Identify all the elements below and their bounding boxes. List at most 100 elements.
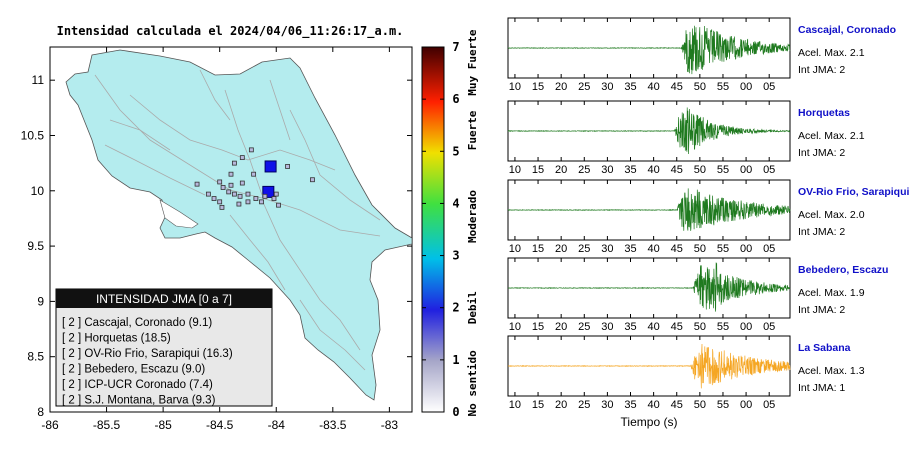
legend-item: [ 2 ] Bebedero, Escazu (9.0) xyxy=(62,364,205,376)
seismo-tick-label: 05 xyxy=(763,243,775,255)
seismo-tick-label: 10 xyxy=(509,321,521,333)
map-y-tick-label: 10.5 xyxy=(21,128,45,142)
seismo-tick-label: 50 xyxy=(694,81,706,93)
seismo-tick-label: 35 xyxy=(624,81,636,93)
seismo-tick-label: 20 xyxy=(555,81,567,93)
seismo-tick-label: 15 xyxy=(532,81,544,93)
seismo-tick-label: 55 xyxy=(717,81,729,93)
max-acceleration: Acel. Max. 2.1 xyxy=(798,47,865,59)
map-x-tick-label: -85 xyxy=(154,418,172,432)
seismo-tick-label: 30 xyxy=(601,81,613,93)
seismo-tick-label: 05 xyxy=(763,321,775,333)
colorbar-tick-label: 3 xyxy=(452,249,459,263)
seismo-tick-label: 50 xyxy=(694,164,706,176)
seismo-tick-label: 00 xyxy=(740,243,752,255)
seismogram-panel: 10 15 20 25 30 35 40 45 50 55 00 05 Cascajal, Corona… xyxy=(507,17,896,93)
seismo-tick-label: 10 xyxy=(509,81,521,93)
map-x-tick-label: -86 xyxy=(41,418,59,432)
map-x-tick-label: -85.5 xyxy=(93,418,121,432)
colorbar-tick-label: 5 xyxy=(452,144,459,158)
station-marker xyxy=(237,193,243,199)
seismogram-panel: 10 15 20 25 30 35 40 45 50 55 00 05 Bebedero, Escazu… xyxy=(507,257,888,333)
colorbar-tick-label: 0 xyxy=(452,405,459,419)
colorbar-tick-label: 4 xyxy=(452,196,459,210)
seismo-tick-label: 10 xyxy=(509,164,521,176)
seismo-tick-label: 30 xyxy=(601,399,613,411)
map-y-tick-label: 11 xyxy=(32,73,45,87)
seismo-tick-label: 20 xyxy=(555,321,567,333)
station-marker xyxy=(285,164,290,169)
legend-item: [ 2 ] Cascajal, Coronado (9.1) xyxy=(62,317,212,329)
seismo-tick-label: 35 xyxy=(624,399,636,411)
road-network xyxy=(94,69,381,371)
costa-rica-land xyxy=(65,49,412,401)
station-marker xyxy=(194,181,200,187)
station-marker xyxy=(220,185,226,190)
station-marker xyxy=(228,171,234,177)
station-marker xyxy=(245,191,251,197)
seismo-tick-label: 20 xyxy=(555,164,567,176)
seismo-tick-label: 40 xyxy=(647,81,659,93)
colorbar-tick-label: 1 xyxy=(452,353,459,367)
seismo-tick-label: 25 xyxy=(578,399,590,411)
seismo-tick-label: 50 xyxy=(694,321,706,333)
seismo-tick-label: 55 xyxy=(717,399,729,411)
station-marker xyxy=(259,199,264,205)
seismo-tick-label: 10 xyxy=(509,399,521,411)
max-acceleration: Acel. Max. 1.3 xyxy=(798,365,865,377)
seismo-tick-label: 30 xyxy=(601,164,613,176)
legend-title: INTENSIDAD JMA [0 a 7] xyxy=(96,292,232,306)
station-marker xyxy=(239,155,245,161)
colorbar-class-label: Debil xyxy=(466,291,479,324)
map-x-axis: -86 -85.5 -85 -84.5 -84 -83.5 -83 xyxy=(41,47,398,432)
station-marker xyxy=(271,196,277,201)
seismogram-panels: 10 15 20 25 30 35 40 45 50 55 00 05 Cascajal, Corona… xyxy=(507,17,910,429)
seismo-tick-label: 55 xyxy=(717,321,729,333)
legend-item: [ 2 ] Horquetas (18.5) xyxy=(62,333,171,345)
seismo-tick-label: 45 xyxy=(671,164,683,176)
map-y-tick-label: 8.5 xyxy=(27,350,44,364)
map-x-tick-label: -83.5 xyxy=(319,418,347,432)
seismo-tick-label: 15 xyxy=(532,399,544,411)
seismogram-panel: 10 15 20 25 30 35 40 45 50 55 00 05 Horquetas Acel. M… xyxy=(507,100,865,176)
seismo-tick-label: 40 xyxy=(647,399,659,411)
seismo-tick-label: 40 xyxy=(647,164,659,176)
max-acceleration: Acel. Max. 2.1 xyxy=(798,130,865,142)
legend-item: [ 2 ] OV-Rio Frio, Sarapiqui (16.3) xyxy=(62,348,233,360)
station-marker xyxy=(248,147,254,153)
seismo-tick-label: 30 xyxy=(601,243,613,255)
station-marker xyxy=(245,199,251,205)
station-marker xyxy=(262,193,268,199)
seismogram-trace xyxy=(507,262,791,312)
station-marker xyxy=(276,202,281,208)
seismo-x-label: Tiempo (s) xyxy=(621,415,678,429)
station-name: La Sabana xyxy=(798,342,851,354)
colorbar-class-label: Moderado xyxy=(466,190,479,243)
colorbar-tick-label: 6 xyxy=(452,92,459,106)
seismo-tick-label: 00 xyxy=(740,399,752,411)
station-marker xyxy=(226,189,232,195)
jma-intensity: Int JMA: 2 xyxy=(798,226,845,238)
seismo-tick-label: 35 xyxy=(624,164,636,176)
max-acceleration: Acel. Max. 1.9 xyxy=(798,287,865,299)
colorbar-class-label: No sentido xyxy=(466,350,479,417)
jma-intensity: Int JMA: 2 xyxy=(798,64,845,76)
seismo-tick-label: 55 xyxy=(717,243,729,255)
seismo-tick-label: 25 xyxy=(578,321,590,333)
seismo-tick-label: 45 xyxy=(671,81,683,93)
station-marker xyxy=(231,191,237,197)
map-y-tick-label: 9.5 xyxy=(27,239,44,253)
seismogram-trace xyxy=(507,25,791,75)
station-marker xyxy=(251,171,257,177)
seismo-tick-label: 05 xyxy=(763,164,775,176)
seismo-tick-label: 10 xyxy=(509,243,521,255)
map-y-tick-label: 8 xyxy=(37,405,44,419)
seismo-tick-label: 45 xyxy=(671,243,683,255)
seismo-tick-label: 15 xyxy=(532,164,544,176)
map-title: Intensidad calculada el 2024/04/06_11:26… xyxy=(57,24,404,39)
legend-item: [ 2 ] S.J. Montana, Barva (9.3) xyxy=(62,395,216,407)
map-x-tick-label: -84 xyxy=(268,418,286,432)
jma-intensity: Int JMA: 1 xyxy=(798,382,845,394)
seismo-tick-label: 00 xyxy=(740,164,752,176)
seismogram-panel: 10 15 20 25 30 35 40 45 50 55 00 05 La Sabana Acel. M… xyxy=(507,335,865,411)
